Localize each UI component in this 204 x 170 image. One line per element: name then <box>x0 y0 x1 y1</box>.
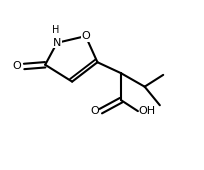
Text: O: O <box>13 61 21 71</box>
Text: O: O <box>90 106 99 116</box>
Text: OH: OH <box>138 106 155 116</box>
Text: O: O <box>81 31 90 41</box>
Text: H: H <box>51 25 59 35</box>
Text: N: N <box>53 38 61 48</box>
